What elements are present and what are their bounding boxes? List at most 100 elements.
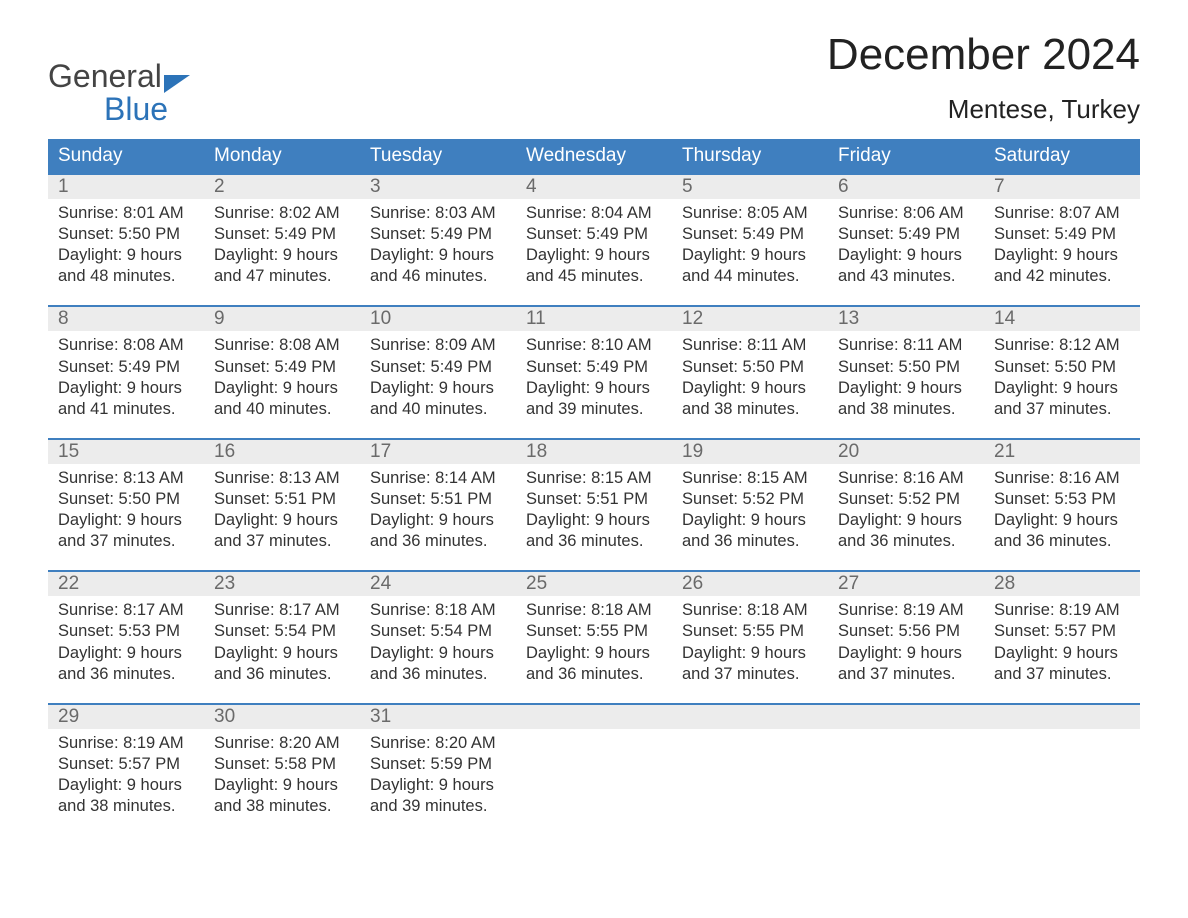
day-details: Sunrise: 8:15 AMSunset: 5:51 PMDaylight:… <box>516 464 672 556</box>
day-number: 16 <box>204 440 360 464</box>
sunrise-line: Sunrise: 8:18 AM <box>526 600 662 621</box>
day-number <box>672 705 828 729</box>
day-number: 11 <box>516 307 672 331</box>
sunset-line: Sunset: 5:49 PM <box>58 357 194 378</box>
sunrise-line: Sunrise: 8:14 AM <box>370 468 506 489</box>
daylight-line-2: and 36 minutes. <box>58 664 194 685</box>
calendar-day: 24Sunrise: 8:18 AMSunset: 5:54 PMDayligh… <box>360 572 516 688</box>
day-number: 23 <box>204 572 360 596</box>
daylight-line-2: and 38 minutes. <box>58 796 194 817</box>
daylight-line-2: and 43 minutes. <box>838 266 974 287</box>
calendar-day: 22Sunrise: 8:17 AMSunset: 5:53 PMDayligh… <box>48 572 204 688</box>
sunset-line: Sunset: 5:51 PM <box>526 489 662 510</box>
calendar-day: 30Sunrise: 8:20 AMSunset: 5:58 PMDayligh… <box>204 705 360 821</box>
sunrise-line: Sunrise: 8:03 AM <box>370 203 506 224</box>
calendar-day: 29Sunrise: 8:19 AMSunset: 5:57 PMDayligh… <box>48 705 204 821</box>
sunset-line: Sunset: 5:56 PM <box>838 621 974 642</box>
title-block: December 2024 Mentese, Turkey <box>827 30 1140 131</box>
sunrise-line: Sunrise: 8:09 AM <box>370 335 506 356</box>
day-number: 5 <box>672 175 828 199</box>
day-number: 6 <box>828 175 984 199</box>
day-number: 21 <box>984 440 1140 464</box>
day-details: Sunrise: 8:17 AMSunset: 5:54 PMDaylight:… <box>204 596 360 688</box>
day-number: 28 <box>984 572 1140 596</box>
daylight-line-2: and 36 minutes. <box>526 531 662 552</box>
day-details: Sunrise: 8:19 AMSunset: 5:56 PMDaylight:… <box>828 596 984 688</box>
calendar-day: 17Sunrise: 8:14 AMSunset: 5:51 PMDayligh… <box>360 440 516 556</box>
calendar-day: 3Sunrise: 8:03 AMSunset: 5:49 PMDaylight… <box>360 175 516 291</box>
sunset-line: Sunset: 5:49 PM <box>526 224 662 245</box>
sunrise-line: Sunrise: 8:02 AM <box>214 203 350 224</box>
day-number: 7 <box>984 175 1140 199</box>
sunrise-line: Sunrise: 8:13 AM <box>214 468 350 489</box>
day-number: 13 <box>828 307 984 331</box>
daylight-line-1: Daylight: 9 hours <box>58 643 194 664</box>
calendar-week: 22Sunrise: 8:17 AMSunset: 5:53 PMDayligh… <box>48 570 1140 688</box>
sunrise-line: Sunrise: 8:18 AM <box>370 600 506 621</box>
daylight-line-1: Daylight: 9 hours <box>370 510 506 531</box>
day-details: Sunrise: 8:16 AMSunset: 5:52 PMDaylight:… <box>828 464 984 556</box>
sunset-line: Sunset: 5:50 PM <box>58 224 194 245</box>
dow-tuesday: Tuesday <box>360 139 516 173</box>
daylight-line-2: and 39 minutes. <box>370 796 506 817</box>
sunrise-line: Sunrise: 8:17 AM <box>214 600 350 621</box>
day-number: 25 <box>516 572 672 596</box>
daylight-line-2: and 48 minutes. <box>58 266 194 287</box>
day-details: Sunrise: 8:16 AMSunset: 5:53 PMDaylight:… <box>984 464 1140 556</box>
calendar-day: 10Sunrise: 8:09 AMSunset: 5:49 PMDayligh… <box>360 307 516 423</box>
day-number: 30 <box>204 705 360 729</box>
sunrise-line: Sunrise: 8:15 AM <box>526 468 662 489</box>
sunset-line: Sunset: 5:51 PM <box>214 489 350 510</box>
daylight-line-1: Daylight: 9 hours <box>526 245 662 266</box>
day-number: 8 <box>48 307 204 331</box>
sunset-line: Sunset: 5:49 PM <box>838 224 974 245</box>
daylight-line-2: and 41 minutes. <box>58 399 194 420</box>
day-details: Sunrise: 8:17 AMSunset: 5:53 PMDaylight:… <box>48 596 204 688</box>
daylight-line-1: Daylight: 9 hours <box>370 643 506 664</box>
calendar-day: 28Sunrise: 8:19 AMSunset: 5:57 PMDayligh… <box>984 572 1140 688</box>
daylight-line-2: and 38 minutes. <box>214 796 350 817</box>
calendar-day: 6Sunrise: 8:06 AMSunset: 5:49 PMDaylight… <box>828 175 984 291</box>
daylight-line-2: and 36 minutes. <box>994 531 1130 552</box>
calendar-week: 1Sunrise: 8:01 AMSunset: 5:50 PMDaylight… <box>48 173 1140 291</box>
calendar-day: 13Sunrise: 8:11 AMSunset: 5:50 PMDayligh… <box>828 307 984 423</box>
daylight-line-2: and 45 minutes. <box>526 266 662 287</box>
day-number: 27 <box>828 572 984 596</box>
calendar-day: 18Sunrise: 8:15 AMSunset: 5:51 PMDayligh… <box>516 440 672 556</box>
sunset-line: Sunset: 5:59 PM <box>370 754 506 775</box>
daylight-line-1: Daylight: 9 hours <box>214 245 350 266</box>
sunset-line: Sunset: 5:49 PM <box>370 224 506 245</box>
daylight-line-2: and 40 minutes. <box>214 399 350 420</box>
calendar-day: 19Sunrise: 8:15 AMSunset: 5:52 PMDayligh… <box>672 440 828 556</box>
sunrise-line: Sunrise: 8:10 AM <box>526 335 662 356</box>
daylight-line-1: Daylight: 9 hours <box>214 643 350 664</box>
calendar-day: 9Sunrise: 8:08 AMSunset: 5:49 PMDaylight… <box>204 307 360 423</box>
day-details: Sunrise: 8:11 AMSunset: 5:50 PMDaylight:… <box>672 331 828 423</box>
daylight-line-2: and 36 minutes. <box>526 664 662 685</box>
sunset-line: Sunset: 5:54 PM <box>214 621 350 642</box>
dow-friday: Friday <box>828 139 984 173</box>
calendar-day: 8Sunrise: 8:08 AMSunset: 5:49 PMDaylight… <box>48 307 204 423</box>
calendar-day: 27Sunrise: 8:19 AMSunset: 5:56 PMDayligh… <box>828 572 984 688</box>
calendar-day: 15Sunrise: 8:13 AMSunset: 5:50 PMDayligh… <box>48 440 204 556</box>
day-number <box>828 705 984 729</box>
daylight-line-1: Daylight: 9 hours <box>526 643 662 664</box>
daylight-line-2: and 40 minutes. <box>370 399 506 420</box>
daylight-line-1: Daylight: 9 hours <box>682 378 818 399</box>
daylight-line-2: and 39 minutes. <box>526 399 662 420</box>
day-details: Sunrise: 8:08 AMSunset: 5:49 PMDaylight:… <box>204 331 360 423</box>
calendar-week: 15Sunrise: 8:13 AMSunset: 5:50 PMDayligh… <box>48 438 1140 556</box>
sunset-line: Sunset: 5:52 PM <box>838 489 974 510</box>
sunset-line: Sunset: 5:49 PM <box>682 224 818 245</box>
daylight-line-1: Daylight: 9 hours <box>214 775 350 796</box>
sunrise-line: Sunrise: 8:04 AM <box>526 203 662 224</box>
sunrise-line: Sunrise: 8:19 AM <box>58 733 194 754</box>
header-row: General Blue December 2024 Mentese, Turk… <box>48 30 1140 131</box>
day-details: Sunrise: 8:01 AMSunset: 5:50 PMDaylight:… <box>48 199 204 291</box>
day-number: 12 <box>672 307 828 331</box>
calendar-day: 26Sunrise: 8:18 AMSunset: 5:55 PMDayligh… <box>672 572 828 688</box>
sunset-line: Sunset: 5:53 PM <box>994 489 1130 510</box>
sunrise-line: Sunrise: 8:11 AM <box>682 335 818 356</box>
sunset-line: Sunset: 5:57 PM <box>994 621 1130 642</box>
daylight-line-1: Daylight: 9 hours <box>682 510 818 531</box>
